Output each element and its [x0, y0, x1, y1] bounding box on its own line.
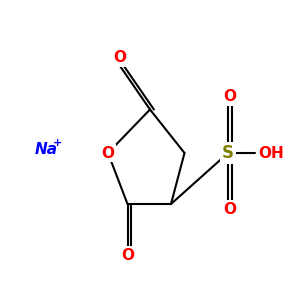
Text: OH: OH — [258, 146, 284, 160]
Text: O: O — [223, 89, 236, 104]
Text: O: O — [121, 248, 134, 263]
Text: O: O — [101, 146, 115, 160]
Text: Na: Na — [34, 142, 58, 158]
Text: +: + — [52, 138, 62, 148]
Text: O: O — [223, 202, 236, 217]
Text: S: S — [222, 144, 234, 162]
Text: O: O — [113, 50, 127, 65]
